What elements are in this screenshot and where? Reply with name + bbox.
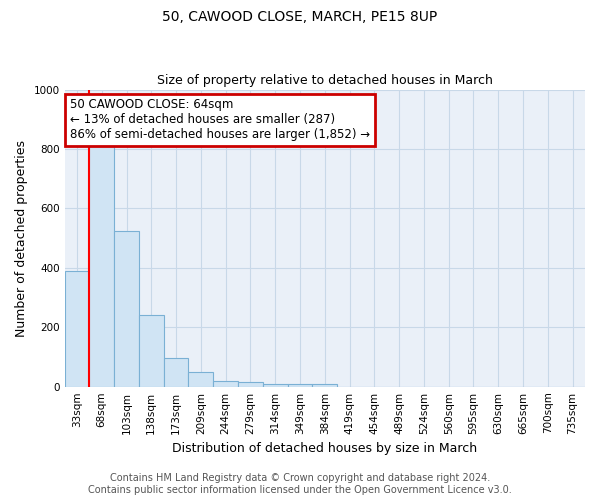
Bar (213, 380, 238, 386)
Bar (114, 230, 139, 386)
Bar (89, 142, 114, 386)
Bar (287, 384, 313, 386)
Text: Contains HM Land Registry data © Crown copyright and database right 2024.
Contai: Contains HM Land Registry data © Crown c… (88, 474, 512, 495)
X-axis label: Distribution of detached houses by size in March: Distribution of detached houses by size … (172, 442, 478, 455)
Bar (139, 315, 164, 386)
Bar (188, 372, 213, 386)
Bar (313, 384, 337, 386)
Y-axis label: Number of detached properties: Number of detached properties (15, 140, 28, 336)
Bar (65, 271, 89, 386)
Bar (164, 358, 188, 386)
Bar (238, 382, 263, 386)
Bar (263, 384, 287, 386)
Title: Size of property relative to detached houses in March: Size of property relative to detached ho… (157, 74, 493, 87)
Text: 50, CAWOOD CLOSE, MARCH, PE15 8UP: 50, CAWOOD CLOSE, MARCH, PE15 8UP (163, 10, 437, 24)
Text: 50 CAWOOD CLOSE: 64sqm
← 13% of detached houses are smaller (287)
86% of semi-de: 50 CAWOOD CLOSE: 64sqm ← 13% of detached… (70, 98, 370, 142)
